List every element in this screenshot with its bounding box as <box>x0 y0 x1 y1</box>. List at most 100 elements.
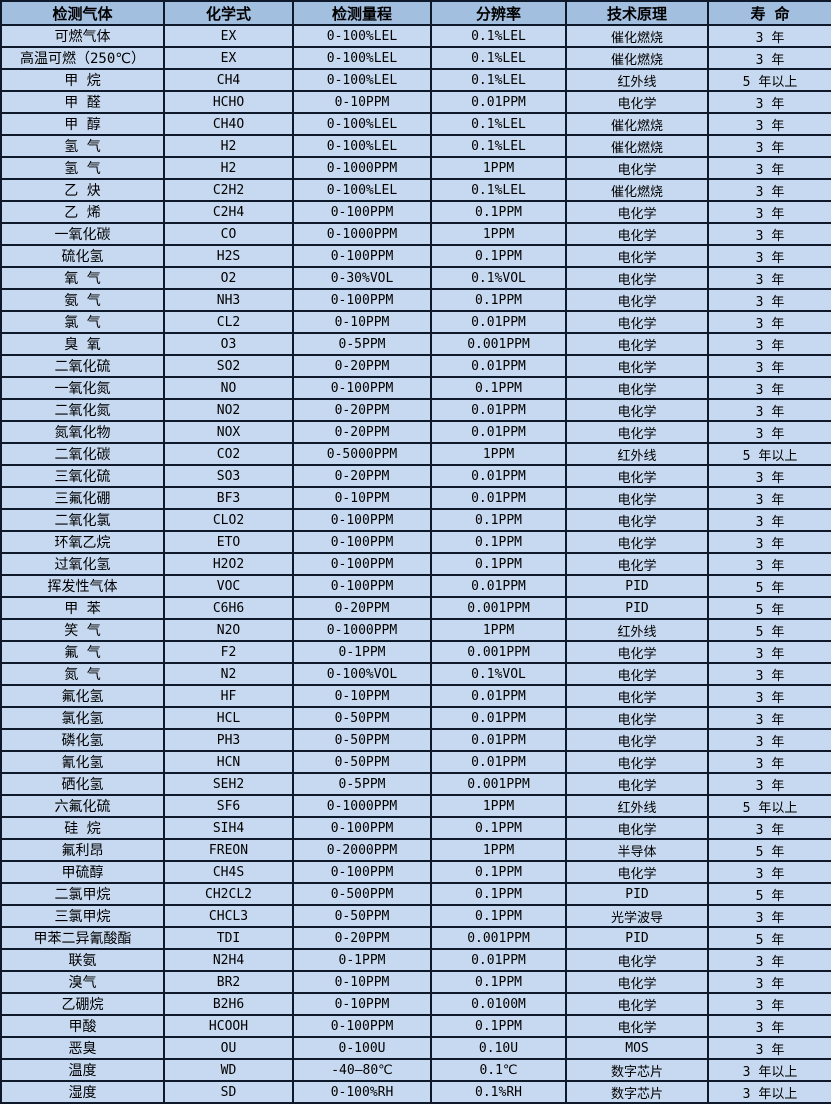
cell-resolution: 0.1%VOL <box>430 662 567 686</box>
cell-gas: 联氨 <box>0 948 165 972</box>
cell-formula: TDI <box>163 926 294 950</box>
cell-gas: 二氧化硫 <box>0 354 165 378</box>
cell-range: 0-1000PPM <box>292 156 432 180</box>
cell-principle: 电化学 <box>565 354 709 378</box>
cell-resolution: 0.01PPM <box>430 948 567 972</box>
cell-principle: 催化燃烧 <box>565 46 709 70</box>
cell-gas: 一氧化氮 <box>0 376 165 400</box>
cell-range: 0-10PPM <box>292 684 432 708</box>
cell-gas: 挥发性气体 <box>0 574 165 598</box>
cell-range: 0-100PPM <box>292 816 432 840</box>
cell-resolution: 1PPM <box>430 156 567 180</box>
cell-lifespan: 3 年 <box>707 772 831 796</box>
cell-principle: 电化学 <box>565 486 709 510</box>
cell-range: -40—80℃ <box>292 1058 432 1082</box>
cell-range: 0-20PPM <box>292 596 432 620</box>
cell-principle: 电化学 <box>565 310 709 334</box>
cell-gas: 氨 气 <box>0 288 165 312</box>
cell-range: 0-10PPM <box>292 970 432 994</box>
cell-gas: 硅 烷 <box>0 816 165 840</box>
cell-range: 0-100%LEL <box>292 134 432 158</box>
cell-lifespan: 3 年 <box>707 992 831 1016</box>
cell-lifespan: 3 年 <box>707 530 831 554</box>
table-row: 氟利昂 FREON 0-2000PPM 1PPM 半导体 5 年 <box>0 838 831 862</box>
table-row: 二氧化氮 NO2 0-20PPM 0.01PPM 电化学 3 年 <box>0 398 831 422</box>
table-row: 氢 气 H2 0-100%LEL 0.1%LEL 催化燃烧 3 年 <box>0 134 831 158</box>
cell-formula: CL2 <box>163 310 294 334</box>
table-row: 氮 气 N2 0-100%VOL 0.1%VOL 电化学 3 年 <box>0 662 831 686</box>
table-body: 可燃气体 EX 0-100%LEL 0.1%LEL 催化燃烧 3 年高温可燃（250℃） E… <box>0 24 831 1104</box>
cell-lifespan: 3 年 <box>707 244 831 268</box>
cell-range: 0-50PPM <box>292 706 432 730</box>
cell-gas: 臭 氧 <box>0 332 165 356</box>
cell-formula: BF3 <box>163 486 294 510</box>
header-resolution: 分辨率 <box>430 0 567 26</box>
cell-lifespan: 3 年 <box>707 222 831 246</box>
cell-principle: 电化学 <box>565 464 709 488</box>
cell-principle: 红外线 <box>565 68 709 92</box>
cell-lifespan: 3 年 <box>707 112 831 136</box>
cell-resolution: 0.1PPM <box>430 970 567 994</box>
table-row: 过氧化氢 H2O2 0-100PPM 0.1PPM 电化学 3 年 <box>0 552 831 576</box>
cell-range: 0-5PPM <box>292 772 432 796</box>
table-row: 甲 苯 C6H6 0-20PPM 0.001PPM PID 5 年 <box>0 596 831 620</box>
table-row: 臭 氧 O3 0-5PPM 0.001PPM 电化学 3 年 <box>0 332 831 356</box>
cell-principle: 电化学 <box>565 90 709 114</box>
cell-gas: 甲酸 <box>0 1014 165 1038</box>
cell-lifespan: 5 年以上 <box>707 68 831 92</box>
cell-range: 0-2000PPM <box>292 838 432 862</box>
cell-principle: PID <box>565 926 709 950</box>
cell-resolution: 1PPM <box>430 838 567 862</box>
table-row: 甲 醇 CH4O 0-100%LEL 0.1%LEL 催化燃烧 3 年 <box>0 112 831 136</box>
table-row: 乙 炔 C2H2 0-100%LEL 0.1%LEL 催化燃烧 3 年 <box>0 178 831 202</box>
cell-gas: 甲 醇 <box>0 112 165 136</box>
cell-principle: 红外线 <box>565 618 709 642</box>
cell-lifespan: 3 年 <box>707 684 831 708</box>
table-row: 二氧化硫 SO2 0-20PPM 0.01PPM 电化学 3 年 <box>0 354 831 378</box>
cell-lifespan: 3 年 <box>707 552 831 576</box>
cell-principle: 电化学 <box>565 816 709 840</box>
table-row: 甲 烷 CH4 0-100%LEL 0.1%LEL 红外线 5 年以上 <box>0 68 831 92</box>
table-row: 氟化氢 HF 0-10PPM 0.01PPM 电化学 3 年 <box>0 684 831 708</box>
cell-resolution: 0.1PPM <box>430 816 567 840</box>
cell-range: 0-20PPM <box>292 420 432 444</box>
cell-lifespan: 3 年 <box>707 948 831 972</box>
cell-lifespan: 5 年以上 <box>707 442 831 466</box>
cell-formula: H2 <box>163 156 294 180</box>
cell-principle: PID <box>565 574 709 598</box>
cell-formula: B2H6 <box>163 992 294 1016</box>
cell-resolution: 0.1℃ <box>430 1058 567 1082</box>
cell-range: 0-1PPM <box>292 640 432 664</box>
cell-range: 0-20PPM <box>292 464 432 488</box>
cell-resolution: 0.01PPM <box>430 486 567 510</box>
cell-principle: 催化燃烧 <box>565 112 709 136</box>
cell-lifespan: 3 年 <box>707 464 831 488</box>
cell-resolution: 0.01PPM <box>430 398 567 422</box>
cell-lifespan: 5 年以上 <box>707 794 831 818</box>
cell-formula: BR2 <box>163 970 294 994</box>
cell-lifespan: 3 年 <box>707 200 831 224</box>
header-gas: 检测气体 <box>0 0 165 26</box>
cell-resolution: 0.1PPM <box>430 552 567 576</box>
cell-formula: O2 <box>163 266 294 290</box>
cell-formula: FREON <box>163 838 294 862</box>
cell-lifespan: 3 年以上 <box>707 1080 831 1104</box>
cell-lifespan: 5 年 <box>707 596 831 620</box>
cell-resolution: 0.01PPM <box>430 354 567 378</box>
table-row: 溴气 BR2 0-10PPM 0.1PPM 电化学 3 年 <box>0 970 831 994</box>
cell-principle: 电化学 <box>565 706 709 730</box>
cell-range: 0-20PPM <box>292 398 432 422</box>
cell-range: 0-20PPM <box>292 354 432 378</box>
cell-principle: 电化学 <box>565 662 709 686</box>
cell-principle: 电化学 <box>565 288 709 312</box>
cell-lifespan: 5 年 <box>707 618 831 642</box>
cell-formula: H2 <box>163 134 294 158</box>
table-row: 三氟化硼 BF3 0-10PPM 0.01PPM 电化学 3 年 <box>0 486 831 510</box>
cell-gas: 氢 气 <box>0 134 165 158</box>
header-range: 检测量程 <box>292 0 432 26</box>
cell-gas: 氰化氢 <box>0 750 165 774</box>
cell-formula: CLO2 <box>163 508 294 532</box>
table-row: 二氧化碳 CO2 0-5000PPM 1PPM 红外线 5 年以上 <box>0 442 831 466</box>
cell-principle: 电化学 <box>565 992 709 1016</box>
cell-resolution: 0.01PPM <box>430 310 567 334</box>
